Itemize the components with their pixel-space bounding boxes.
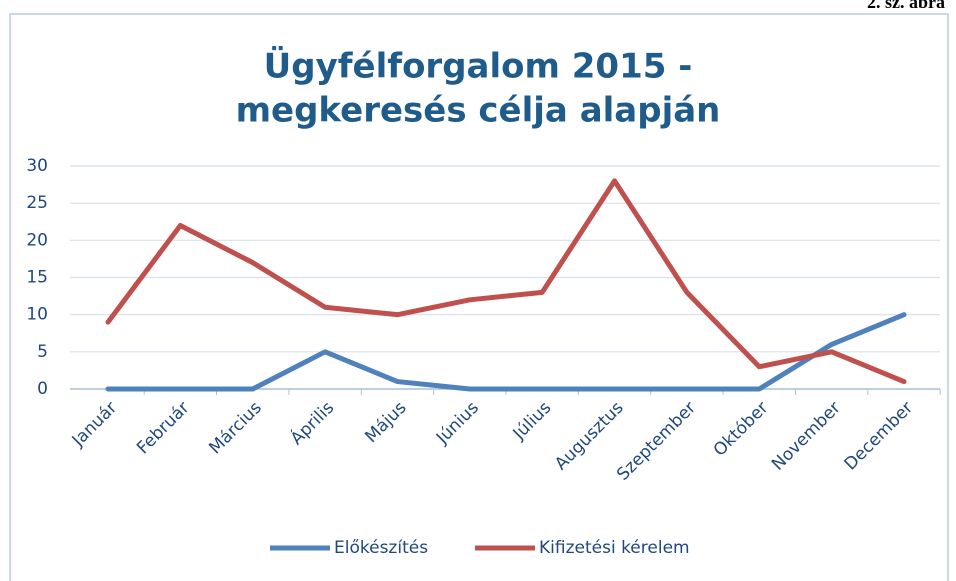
y-tick-label: 5 — [37, 342, 48, 362]
series-line — [105, 178, 907, 385]
legend-label: Kifizetési kérelem — [539, 538, 690, 558]
chart-title: megkeresés célja alapján — [236, 91, 721, 131]
series-line — [105, 312, 907, 392]
y-tick-label: 0 — [37, 379, 48, 399]
y-tick-label: 15 — [26, 268, 48, 288]
y-tick-label: 25 — [26, 193, 48, 213]
chart-title: Ügyfélforgalom 2015 - — [264, 46, 693, 87]
y-tick-label: 30 — [26, 156, 48, 176]
y-tick-label: 10 — [26, 305, 48, 325]
legend-label: Előkészítés — [334, 538, 428, 558]
y-tick-label: 20 — [26, 230, 48, 250]
figure-label: 2. sz. ábra — [867, 0, 945, 12]
